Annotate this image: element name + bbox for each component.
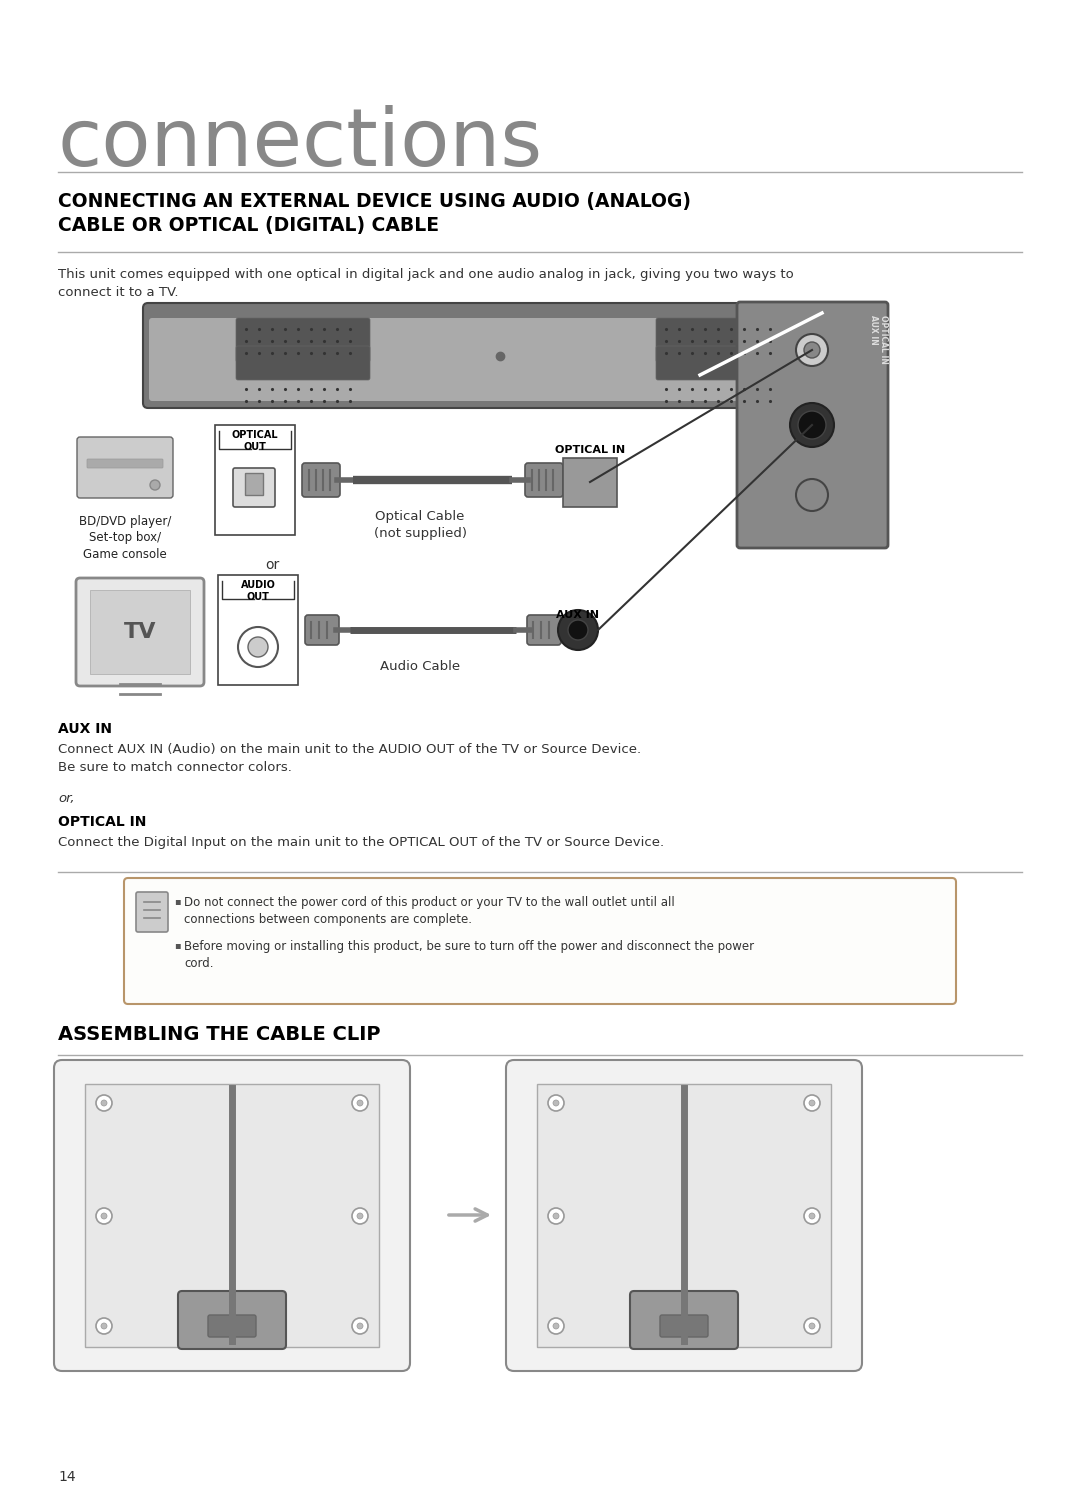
Circle shape (804, 1208, 820, 1225)
FancyBboxPatch shape (208, 1315, 256, 1338)
FancyBboxPatch shape (305, 615, 339, 644)
FancyBboxPatch shape (630, 1292, 738, 1350)
Circle shape (809, 1323, 815, 1329)
FancyBboxPatch shape (136, 891, 168, 931)
FancyBboxPatch shape (660, 1315, 708, 1338)
Text: CONNECTING AN EXTERNAL DEVICE USING AUDIO (ANALOG)
CABLE OR OPTICAL (DIGITAL) CA: CONNECTING AN EXTERNAL DEVICE USING AUDI… (58, 192, 691, 235)
FancyBboxPatch shape (656, 347, 789, 379)
Text: BD/DVD player/
Set-top box/
Game console: BD/DVD player/ Set-top box/ Game console (79, 515, 172, 561)
FancyBboxPatch shape (563, 458, 617, 507)
Circle shape (357, 1213, 363, 1219)
FancyBboxPatch shape (76, 577, 204, 686)
Circle shape (352, 1095, 368, 1112)
FancyBboxPatch shape (124, 878, 956, 1004)
Circle shape (796, 333, 828, 366)
FancyBboxPatch shape (525, 463, 563, 497)
Text: Connect AUX IN (Audio) on the main unit to the AUDIO OUT of the TV or Source Dev: Connect AUX IN (Audio) on the main unit … (58, 743, 642, 774)
FancyBboxPatch shape (54, 1059, 410, 1370)
Circle shape (150, 481, 160, 490)
Circle shape (238, 626, 278, 667)
FancyBboxPatch shape (218, 574, 298, 684)
Text: ASSEMBLING THE CABLE CLIP: ASSEMBLING THE CABLE CLIP (58, 1025, 380, 1045)
Text: Before moving or installing this product, be sure to turn off the power and disc: Before moving or installing this product… (184, 940, 754, 970)
Circle shape (102, 1323, 107, 1329)
FancyBboxPatch shape (302, 463, 340, 497)
FancyBboxPatch shape (737, 302, 888, 548)
Circle shape (798, 411, 826, 439)
Circle shape (248, 637, 268, 658)
Text: OPTICAL IN: OPTICAL IN (58, 815, 147, 829)
FancyBboxPatch shape (77, 437, 173, 498)
Text: AUX IN: AUX IN (869, 315, 878, 345)
FancyBboxPatch shape (507, 1059, 862, 1370)
Circle shape (548, 1208, 564, 1225)
Circle shape (548, 1095, 564, 1112)
Circle shape (789, 403, 834, 446)
Text: OPTICAL IN: OPTICAL IN (879, 315, 888, 365)
Circle shape (102, 1100, 107, 1106)
Circle shape (809, 1213, 815, 1219)
FancyBboxPatch shape (87, 458, 163, 469)
Circle shape (553, 1323, 559, 1329)
Text: AUDIO
OUT: AUDIO OUT (241, 580, 275, 601)
Text: Optical Cable
(not supplied): Optical Cable (not supplied) (374, 510, 467, 540)
FancyBboxPatch shape (215, 426, 295, 536)
Circle shape (548, 1318, 564, 1335)
Circle shape (804, 1095, 820, 1112)
FancyBboxPatch shape (149, 318, 877, 400)
Circle shape (352, 1208, 368, 1225)
FancyBboxPatch shape (237, 318, 370, 362)
Text: ▪: ▪ (174, 896, 180, 906)
Text: or,: or, (58, 792, 75, 805)
Text: OPTICAL IN: OPTICAL IN (555, 445, 625, 455)
Circle shape (568, 620, 588, 640)
Text: 14: 14 (58, 1470, 76, 1484)
Circle shape (357, 1100, 363, 1106)
Circle shape (96, 1318, 112, 1335)
FancyBboxPatch shape (656, 318, 789, 362)
Circle shape (809, 1100, 815, 1106)
Circle shape (357, 1323, 363, 1329)
Text: or: or (265, 558, 280, 571)
FancyBboxPatch shape (245, 473, 264, 496)
FancyBboxPatch shape (178, 1292, 286, 1350)
Text: AUX IN: AUX IN (556, 610, 599, 620)
FancyBboxPatch shape (143, 304, 883, 408)
Circle shape (352, 1318, 368, 1335)
Circle shape (558, 610, 598, 650)
Text: connections: connections (58, 106, 543, 183)
Circle shape (96, 1208, 112, 1225)
Text: Do not connect the power cord of this product or your TV to the wall outlet unti: Do not connect the power cord of this pr… (184, 896, 675, 926)
Text: AUX IN: AUX IN (58, 722, 112, 737)
Text: ▪: ▪ (174, 940, 180, 949)
FancyBboxPatch shape (527, 615, 561, 644)
Circle shape (102, 1213, 107, 1219)
Circle shape (804, 342, 820, 359)
Text: Connect the Digital Input on the main unit to the OPTICAL OUT of the TV or Sourc: Connect the Digital Input on the main un… (58, 836, 664, 850)
FancyBboxPatch shape (90, 591, 190, 674)
Text: OPTICAL
OUT: OPTICAL OUT (232, 430, 279, 451)
FancyBboxPatch shape (85, 1083, 379, 1347)
Circle shape (553, 1100, 559, 1106)
Circle shape (804, 1318, 820, 1335)
Text: This unit comes equipped with one optical in digital jack and one audio analog i: This unit comes equipped with one optica… (58, 268, 794, 299)
Text: Audio Cable: Audio Cable (380, 661, 460, 673)
Circle shape (553, 1213, 559, 1219)
FancyBboxPatch shape (237, 347, 370, 379)
Text: TV: TV (124, 622, 157, 641)
Circle shape (96, 1095, 112, 1112)
Circle shape (796, 479, 828, 510)
FancyBboxPatch shape (233, 469, 275, 507)
FancyBboxPatch shape (537, 1083, 831, 1347)
